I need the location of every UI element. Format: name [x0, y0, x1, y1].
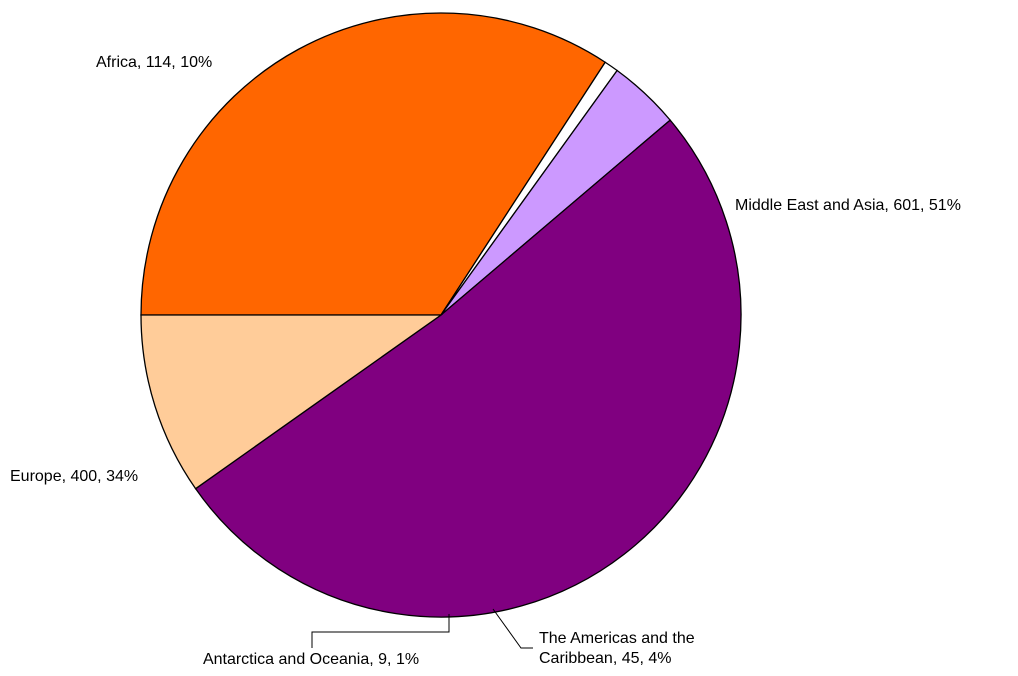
leader-line-antarctica-and-oceania [311, 614, 450, 648]
slice-label-europe: Europe, 400, 34% [10, 468, 138, 485]
pie-slice-africa [140, 314, 444, 490]
pie-slices [140, 12, 742, 618]
leader-lines [311, 608, 533, 649]
slice-labels: Europe, 400, 34% Antarctica and Oceania,… [10, 54, 961, 668]
slice-label-middle-east-and-asia: Middle East and Asia, 601, 51% [735, 197, 961, 214]
slice-label-africa: Africa, 114, 10% [96, 54, 212, 71]
leader-line-the-americas-and-the-caribbean [492, 608, 533, 649]
pie-slice-middle-east-and-asia [194, 119, 742, 618]
slice-label-the-americas-and-the-caribbean: The Americas and the Caribbean, 45, 4% [539, 630, 699, 667]
slice-label-line: Caribbean, 45, 4% [539, 650, 672, 667]
pie-slice-europe [140, 12, 607, 316]
slice-label-antarctica-and-oceania: Antarctica and Oceania, 9, 1% [203, 651, 419, 668]
slice-label-line: The Americas and the [539, 630, 695, 647]
